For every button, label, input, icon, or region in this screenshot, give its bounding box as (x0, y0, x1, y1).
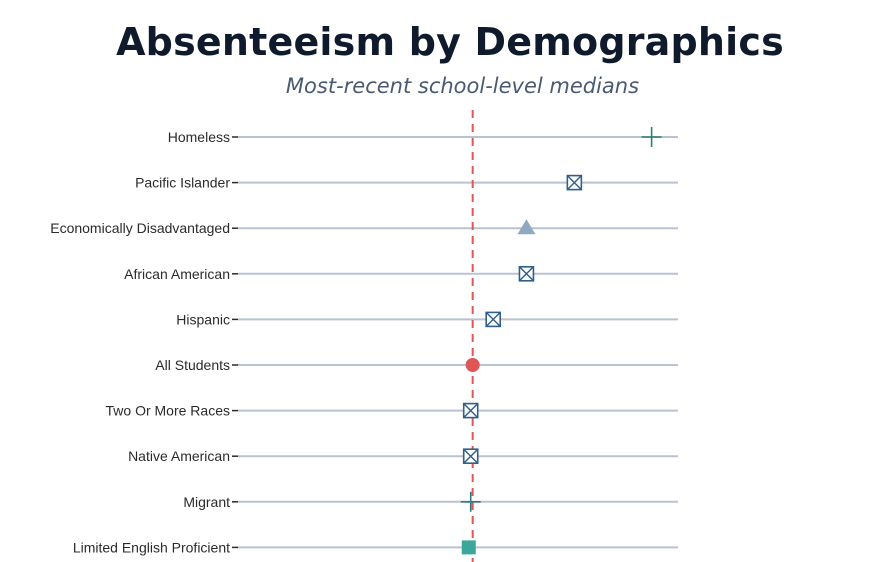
y-tick-label: Economically Disadvantaged (50, 220, 230, 236)
data-point (518, 265, 535, 282)
y-tick-label: Limited English Proficient (73, 539, 230, 555)
y-tick-label: African American (124, 266, 230, 282)
data-point (517, 219, 536, 235)
data-point (566, 174, 583, 191)
data-point (460, 491, 481, 512)
data-point (465, 358, 480, 372)
y-tick-label: Native American (128, 448, 230, 464)
y-tick-label: Hispanic (176, 311, 230, 327)
data-points (460, 127, 662, 555)
data-point (462, 448, 479, 465)
data-point (462, 402, 479, 419)
y-tick-label: Two Or More Races (106, 403, 230, 419)
y-tick-label: All Students (155, 357, 230, 373)
data-point (485, 311, 502, 328)
chart-subtitle: Most-recent school-level medians (285, 74, 640, 98)
chart-title: Absenteeism by Demographics (116, 20, 784, 64)
data-point (641, 127, 662, 147)
data-point (461, 540, 476, 555)
y-tick-label: Migrant (183, 494, 230, 510)
y-tick-label: Homeless (168, 129, 230, 145)
category-rows: Homeless Pacific Islander Economically Dis… (50, 129, 678, 555)
y-tick-label: Pacific Islander (135, 175, 230, 191)
